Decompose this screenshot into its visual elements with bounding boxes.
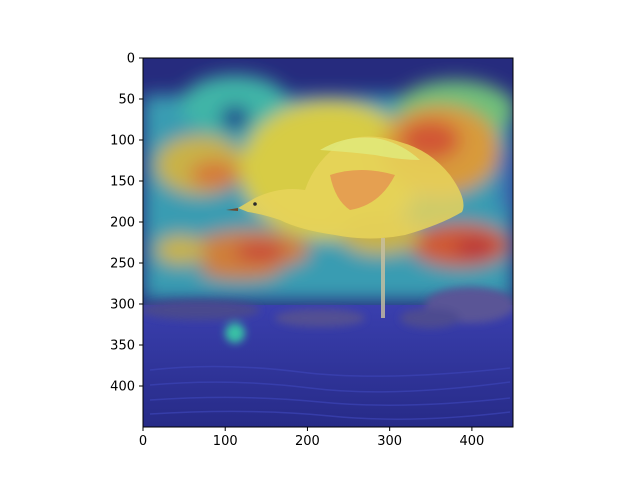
y-tick-label: 400 — [110, 380, 135, 395]
x-tick-label: 200 — [295, 434, 320, 449]
y-tick-label: 250 — [110, 257, 135, 272]
water-ripples — [149, 365, 511, 420]
rocks-shoreline — [143, 287, 513, 343]
y-axis: 0 50 100 150 200 250 300 350 400 — [110, 52, 143, 395]
bird-figure — [226, 136, 464, 318]
x-tick-label: 100 — [213, 434, 238, 449]
y-tick-label: 200 — [110, 216, 135, 231]
x-axis: 0 100 200 300 400 — [139, 427, 484, 449]
y-tick-label: 350 — [110, 339, 135, 354]
y-tick-label: 50 — [118, 93, 135, 108]
y-tick-label: 150 — [110, 175, 135, 190]
x-tick-label: 400 — [459, 434, 484, 449]
x-tick-label: 300 — [377, 434, 402, 449]
y-tick-label: 100 — [110, 134, 135, 149]
y-tick-label: 300 — [110, 298, 135, 313]
heatmap-image — [143, 58, 513, 427]
x-tick-label: 0 — [139, 434, 147, 449]
y-tick-label: 0 — [127, 52, 135, 67]
plot-frame — [142, 57, 514, 428]
